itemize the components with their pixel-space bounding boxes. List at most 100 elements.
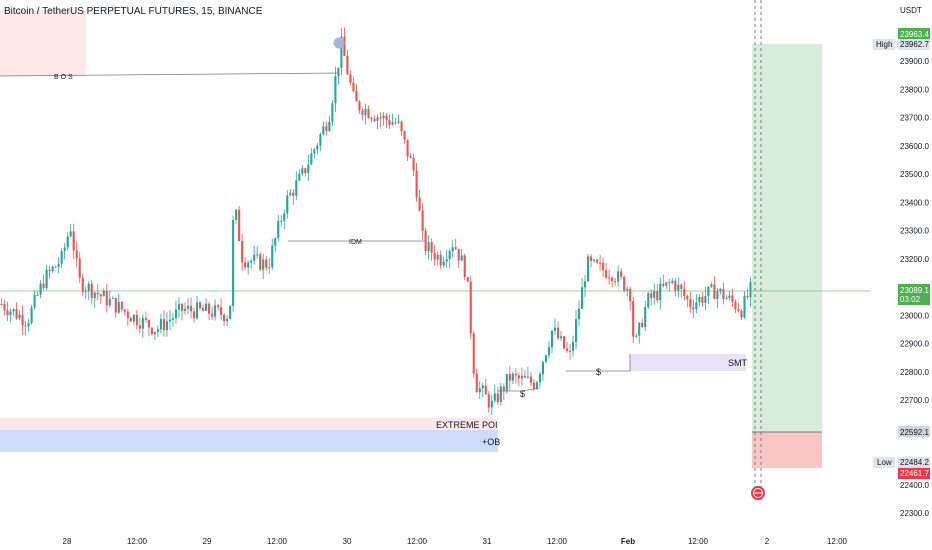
candle [247,260,250,275]
candle [412,153,415,177]
candle [292,188,295,205]
candle [349,70,352,86]
candle [529,372,532,387]
candle [562,335,566,350]
candle [319,132,322,152]
candle [647,291,650,309]
price-tick-label: 23300.0 [900,227,929,236]
time-tick-label: 12:00 [547,537,568,546]
candle [18,309,21,321]
candle [81,274,84,296]
candle [590,253,593,268]
candle [668,278,671,292]
ob-label: +OB [482,437,500,447]
high-tag-badge [873,39,895,50]
candle [469,276,472,340]
low-value-badge [898,457,930,468]
candle [340,28,343,76]
candle [614,278,617,286]
candle [584,275,587,297]
candle [51,265,54,274]
time-tick-label: 12:00 [688,537,709,546]
candle [265,255,268,271]
candle [698,294,701,307]
candle [487,391,490,413]
candle [580,277,584,309]
candle [605,262,608,280]
candle [223,313,226,326]
candle [123,308,126,316]
last-price-text: 23089.1 [900,286,929,295]
candle [54,265,57,268]
order-block-zone [0,430,498,452]
candle [114,297,117,318]
candle [731,288,734,308]
low-tag-text: Low [877,458,892,467]
candle [66,231,69,250]
candle [84,286,87,299]
candle [448,248,451,269]
candle [749,277,752,307]
candle [689,292,692,313]
candle [289,188,292,197]
entry-price-badge [898,426,930,437]
candle [626,286,629,297]
stop-zone[interactable] [752,432,822,468]
price-tick-label: 23800.0 [900,85,929,94]
liquidity-label-1: $ [520,389,525,399]
candle [334,66,337,112]
high-value-text: 23962.7 [900,40,929,49]
time-tick-label: Feb [621,537,635,546]
time-tick-label: 29 [203,537,212,546]
candle [650,289,653,306]
candle [493,384,496,403]
candle [370,116,373,122]
chart-title: Bitcoin / TetherUS PERPETUAL FUTURES, 15… [4,6,263,17]
smt-label: SMT [728,358,748,368]
time-tick-label: 12:00 [827,537,848,546]
candle [424,227,427,255]
candle [638,321,641,344]
candle [337,67,340,85]
candle [382,112,385,126]
candle [538,371,541,388]
candle [214,299,217,321]
high-marker[interactable] [333,37,345,49]
candle [556,321,560,340]
price-tick-label: 22300.0 [900,509,929,518]
candle [617,265,620,287]
candle [99,293,102,305]
candle [608,269,611,285]
entry-price-text: 22592.1 [900,428,929,437]
candle [559,331,563,341]
candle [460,248,463,261]
candle [520,367,523,386]
candle [102,288,105,297]
candle [211,306,214,320]
candle [704,286,707,311]
candle [283,209,286,229]
target-zone[interactable] [752,44,822,432]
candle [108,290,111,308]
candle [523,369,526,379]
candle [632,297,635,344]
time-axis[interactable]: 28 12:00 29 12:00 30 12:00 31 12:00 Feb 12:00 2 12:… [63,537,848,546]
candle [295,171,298,201]
price-axis[interactable]: USDT 23900.0 23800.0 23700.0 23600.0 23500.0… [873,6,930,518]
high-tag-text: High [876,40,892,49]
candle [514,368,517,384]
candle [427,235,430,260]
candle [364,103,367,125]
replay-clock-icon[interactable] [751,486,765,500]
candle [331,100,334,127]
candle [725,295,728,300]
candle [96,284,99,301]
candle [153,331,156,340]
candle [457,248,460,268]
candle [117,293,120,315]
candle [629,286,632,311]
candle [286,190,289,219]
candle [192,307,196,323]
candle [623,275,626,293]
